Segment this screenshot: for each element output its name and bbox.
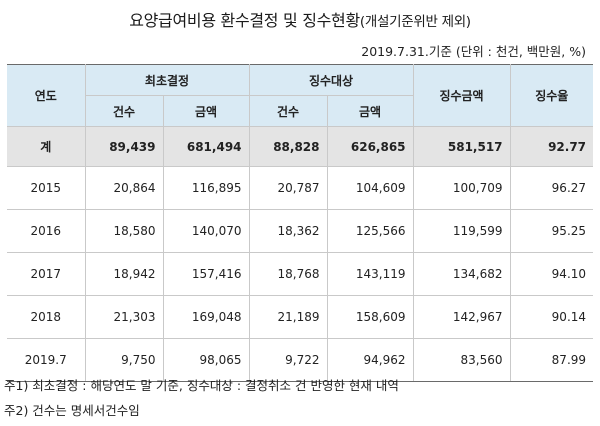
row-decision-amount: 169,048 (162, 295, 250, 339)
row-year: 2015 (7, 166, 86, 210)
row-decision-amount: 157,416 (162, 252, 250, 296)
row-collected: 142,967 (412, 295, 511, 339)
title-main: 요양급여비용 환수결정 및 징수현황 (129, 11, 360, 30)
header-decision-amount: 금액 (162, 95, 250, 127)
row-target-amount: 94,962 (326, 338, 414, 382)
row-rate: 94.10 (509, 252, 594, 296)
total-collected: 581,517 (412, 126, 511, 167)
row-target-count: 18,768 (248, 252, 328, 296)
total-target-count: 88,828 (248, 126, 328, 167)
row-target-count: 20,787 (248, 166, 328, 210)
row-decision-count: 9,750 (84, 338, 164, 382)
table-row: 2017 18,942 157,416 18,768 143,119 134,6… (7, 252, 594, 296)
total-label: 계 (7, 126, 86, 167)
page-title: 요양급여비용 환수결정 및 징수현황(개설기준위반 제외) (0, 7, 600, 31)
header-initial-decision: 최초결정 (84, 64, 250, 96)
row-decision-count: 20,864 (84, 166, 164, 210)
row-year: 2016 (7, 209, 86, 253)
row-year: 2017 (7, 252, 86, 296)
total-decision-amount: 681,494 (162, 126, 250, 167)
row-decision-count: 18,580 (84, 209, 164, 253)
row-decision-count: 18,942 (84, 252, 164, 296)
header-row-1: 연도 최초결정 징수대상 징수금액 징수율 (7, 64, 594, 127)
table-row: 2016 18,580 140,070 18,362 125,566 119,5… (7, 209, 594, 253)
title-sub: (개설기준위반 제외) (359, 14, 471, 30)
row-collected: 83,560 (412, 338, 511, 382)
row-rate: 87.99 (509, 338, 594, 382)
footnote-2: 주2) 건수는 명세서건수임 (4, 403, 140, 418)
collection-table: 연도 최초결정 징수대상 징수금액 징수율 건수 금액 건수 금액 계 89,4… (7, 64, 594, 382)
table-row: 2018 21,303 169,048 21,189 158,609 142,9… (7, 295, 594, 339)
row-target-count: 21,189 (248, 295, 328, 339)
row-year: 2018 (7, 295, 86, 339)
row-target-amount: 125,566 (326, 209, 414, 253)
row-year: 2019.7 (7, 338, 86, 382)
total-rate: 92.77 (509, 126, 594, 167)
row-collected: 100,709 (412, 166, 511, 210)
row-collected: 134,682 (412, 252, 511, 296)
row-decision-amount: 116,895 (162, 166, 250, 210)
table-row: 2019.7 9,750 98,065 9,722 94,962 83,560 … (7, 338, 594, 382)
footnote-1: 주1) 최초결정 : 해당연도 말 기준, 징수대상 : 결정취소 건 반영한 … (4, 378, 399, 393)
header-decision-count: 건수 (85, 95, 164, 127)
row-rate: 96.27 (509, 166, 594, 210)
total-decision-count: 89,439 (84, 126, 164, 167)
header-collection-target: 징수대상 (248, 64, 414, 96)
table-row: 2015 20,864 116,895 20,787 104,609 100,7… (7, 166, 594, 210)
total-row: 계 89,439 681,494 88,828 626,865 581,517 … (7, 126, 594, 167)
header-collection-rate: 징수율 (509, 64, 594, 127)
header-target-amount: 금액 (326, 95, 414, 127)
row-rate: 90.14 (509, 295, 594, 339)
row-target-amount: 143,119 (326, 252, 414, 296)
row-target-count: 9,722 (248, 338, 328, 382)
header-year: 연도 (7, 64, 86, 127)
header-collected-amount: 징수금액 (412, 64, 511, 127)
row-rate: 95.25 (509, 209, 594, 253)
row-target-count: 18,362 (248, 209, 328, 253)
header-target-count: 건수 (248, 95, 328, 127)
row-target-amount: 158,609 (326, 295, 414, 339)
unit-note: 2019.7.31.기준 (단위 : 천건, 백만원, %) (361, 44, 586, 59)
row-decision-count: 21,303 (84, 295, 164, 339)
row-collected: 119,599 (412, 209, 511, 253)
row-decision-amount: 98,065 (162, 338, 250, 382)
row-decision-amount: 140,070 (162, 209, 250, 253)
row-target-amount: 104,609 (326, 166, 414, 210)
total-target-amount: 626,865 (326, 126, 414, 167)
